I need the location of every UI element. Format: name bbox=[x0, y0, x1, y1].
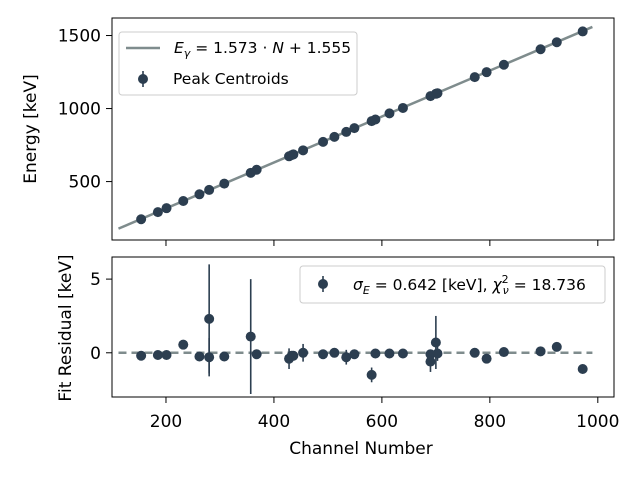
top-y-tick-label: 1500 bbox=[58, 27, 101, 47]
top-y-tick-label: 500 bbox=[69, 173, 101, 193]
residual-point bbox=[329, 347, 340, 358]
residual-point bbox=[219, 351, 230, 362]
residual-point bbox=[349, 349, 360, 360]
residual-point bbox=[370, 348, 381, 359]
top-legend: Eγ = 1.573 · N + 1.555 Peak Centroids bbox=[118, 31, 358, 96]
peak-centroid-point bbox=[251, 164, 262, 175]
peak-centroid-point bbox=[577, 26, 588, 37]
x-tick-label: 1000 bbox=[576, 412, 619, 432]
peak-centroid-point bbox=[178, 196, 189, 207]
residual-point bbox=[288, 350, 299, 361]
bottom-axes-frame bbox=[111, 256, 615, 398]
x-tick-label: 200 bbox=[150, 412, 182, 432]
residual-point bbox=[245, 331, 256, 342]
residual-point bbox=[204, 352, 215, 363]
peak-centroid-point bbox=[397, 102, 408, 113]
legend-centroid-label: Peak Centroids bbox=[173, 70, 289, 88]
peak-centroid-point bbox=[432, 88, 443, 99]
legend-fit-line-label: Eγ = 1.573 · N + 1.555 bbox=[174, 39, 351, 60]
residual-point bbox=[251, 349, 262, 360]
peak-centroid-point bbox=[349, 123, 360, 134]
residual-point bbox=[178, 339, 189, 350]
x-tick-label: 400 bbox=[258, 412, 290, 432]
top-y-tick-label: 1000 bbox=[58, 100, 101, 120]
legend-residual-marker bbox=[318, 279, 328, 289]
bottom-y-tick-label: 0 bbox=[90, 344, 101, 364]
residual-point bbox=[535, 346, 546, 357]
peak-centroid-point bbox=[341, 126, 352, 137]
energy-calibration-panel: 500 1000 1500 Energy [keV] Eγ = 1.573 · N … bbox=[21, 17, 615, 246]
peak-centroid-point bbox=[219, 178, 230, 189]
residual-point bbox=[481, 353, 492, 364]
residual-point bbox=[430, 337, 441, 348]
residual-point bbox=[366, 369, 377, 380]
residual-point bbox=[341, 352, 352, 363]
legend-residual-label: σE = 0.642 [keV], χ2 ν = 18.736 bbox=[353, 273, 586, 297]
residual-point bbox=[425, 356, 436, 367]
bottom-y-axis-label: Fit Residual [keV] bbox=[56, 254, 76, 401]
peak-centroid-point bbox=[136, 214, 147, 225]
peak-centroid-point bbox=[161, 203, 172, 214]
peak-centroid-point bbox=[152, 207, 163, 218]
peak-centroid-point bbox=[551, 37, 562, 48]
residual-point bbox=[152, 350, 163, 360]
residual-point bbox=[577, 364, 588, 374]
residual-point bbox=[204, 313, 215, 324]
peak-centroid-point bbox=[535, 44, 546, 55]
residual-point bbox=[469, 347, 480, 358]
residual-point bbox=[498, 347, 509, 358]
top-legend-box bbox=[118, 31, 358, 96]
peak-centroid-point bbox=[204, 184, 215, 195]
peak-centroid-point bbox=[498, 59, 509, 70]
residual-point bbox=[432, 348, 443, 359]
residual-point bbox=[298, 347, 309, 358]
legend-centroid-marker bbox=[138, 74, 148, 84]
residual-point bbox=[551, 341, 562, 352]
peak-centroid-point bbox=[298, 145, 309, 156]
x-tick-label: 600 bbox=[366, 412, 398, 432]
top-y-axis-label: Energy [keV] bbox=[21, 74, 41, 184]
peak-centroid-point bbox=[288, 149, 299, 160]
peak-centroid-point bbox=[370, 114, 381, 125]
bottom-legend: σE = 0.642 [keV], χ2 ν = 18.736 bbox=[299, 265, 606, 304]
peak-centroid-point bbox=[329, 131, 340, 142]
peak-centroid-point bbox=[318, 136, 329, 147]
residual-point bbox=[318, 349, 329, 360]
residual-point bbox=[161, 350, 172, 360]
residual-point bbox=[194, 351, 205, 362]
peak-centroid-point bbox=[194, 189, 205, 200]
residual-point bbox=[384, 348, 395, 359]
fit-residual-panel: 0 5 200 400 600 800 1000 Fit Residual [keV] Ch… bbox=[56, 254, 619, 459]
peak-centroid-point bbox=[384, 108, 395, 119]
bottom-y-tick-label: 5 bbox=[90, 270, 101, 290]
residual-point bbox=[397, 348, 408, 359]
top-axes-frame bbox=[111, 17, 615, 241]
peak-centroid-point bbox=[469, 72, 480, 83]
peak-centroid-point bbox=[481, 67, 492, 78]
residual-point bbox=[136, 350, 147, 361]
x-axis-label: Channel Number bbox=[289, 439, 433, 459]
x-tick-label: 800 bbox=[474, 412, 506, 432]
bottom-legend-box bbox=[299, 265, 606, 304]
